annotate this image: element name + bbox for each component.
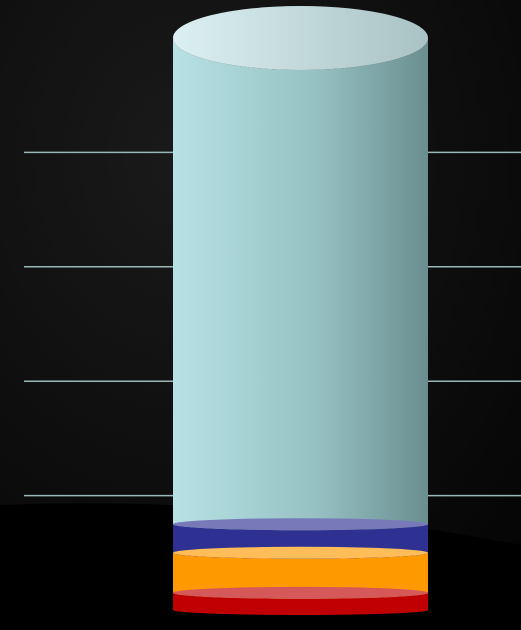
stacked-cylinder-bar [173, 6, 429, 615]
cylinder-segment-4 [173, 38, 429, 531]
cylinder-segment-1 [173, 592, 429, 615]
cylinder-cap-3 [173, 518, 428, 531]
cylinder-cap-4 [173, 6, 428, 70]
cylinder-cap-1 [173, 586, 428, 599]
cylinder-segment-2 [173, 552, 429, 599]
cylinder-cap-2 [173, 546, 428, 559]
